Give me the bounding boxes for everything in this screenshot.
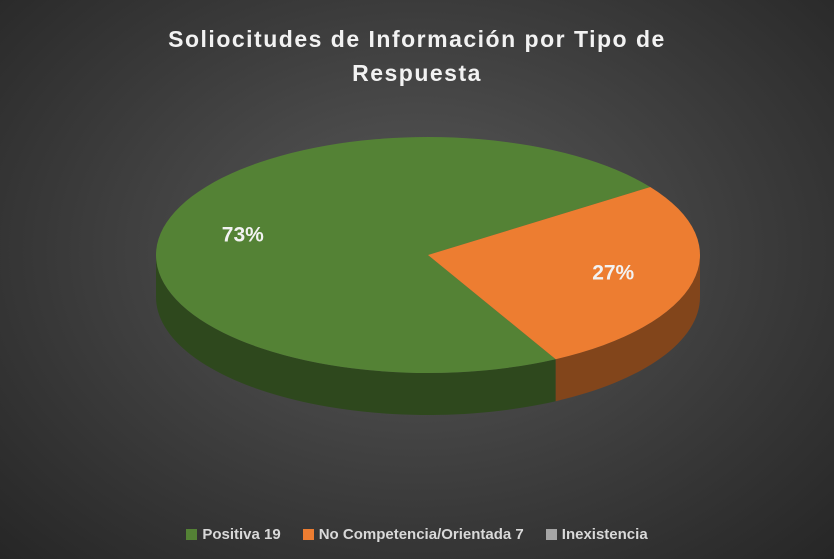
legend-label: Positiva 19	[202, 526, 281, 543]
legend-item: Positiva 19	[186, 526, 281, 543]
slice	[428, 186, 701, 360]
pie-tops	[156, 137, 701, 374]
legend-label: No Competencia/Orientada 7	[318, 526, 524, 543]
legend-item: Inexistencia	[545, 526, 648, 543]
slice-side	[156, 255, 556, 415]
pie-sides	[156, 255, 700, 415]
legend: Positiva 19 No Competencia/Orientada 7 Ine…	[0, 526, 834, 543]
chart-title: Soliocitudes de Información por Tipo de …	[168, 26, 666, 86]
data-label: 73%	[222, 223, 264, 246]
legend-item: No Competencia/Orientada 7	[302, 526, 524, 543]
slice	[156, 137, 651, 374]
slice-side	[555, 255, 700, 402]
legend-label: Inexistencia	[561, 526, 648, 543]
legend-swatch	[545, 529, 557, 540]
legend-swatch	[186, 529, 198, 540]
legend-swatch	[302, 529, 314, 540]
data-label: 27%	[592, 262, 634, 285]
